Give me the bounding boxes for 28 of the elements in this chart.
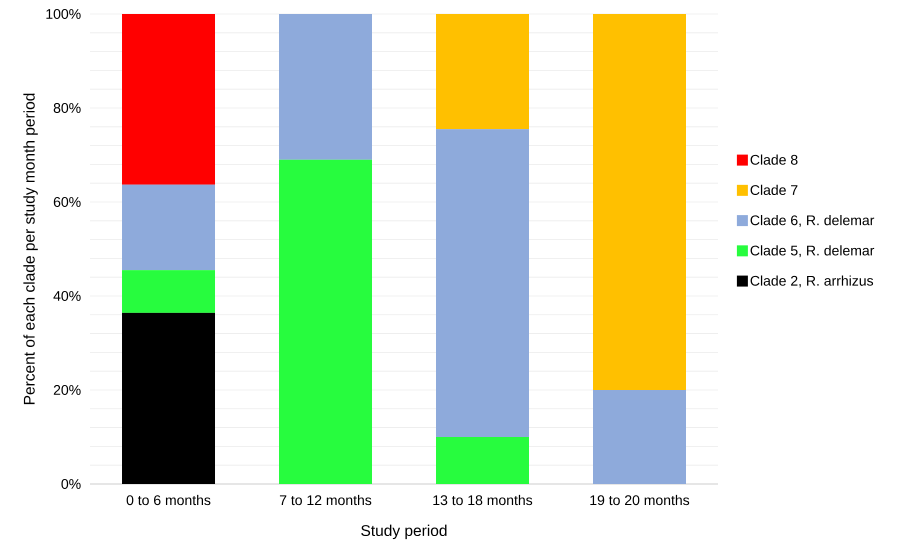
y-tick-label: 100% [46,9,81,19]
bar [122,312,216,484]
bar [279,14,372,160]
bar [122,184,216,270]
bar [279,160,372,484]
x-tick-label: 19 to 20 months [590,494,690,506]
y-axis-title: Percent of each clade per study month period [23,94,38,404]
bar [436,14,529,130]
bar [593,14,686,390]
x-tick-label: 7 to 12 months [280,494,372,506]
y-tick-label: 0% [61,479,81,489]
y-tick-label: 40% [53,291,81,301]
legend-label: Clade 5, R. delemar [750,245,874,258]
bar [436,129,529,437]
legend-label: Clade 6, R. delemar [750,214,874,227]
bar [436,436,529,484]
bar [122,270,216,313]
legend-label: Clade 8 [750,154,798,165]
x-tick-label: 0 to 6 months [126,494,210,506]
bar [593,390,686,484]
y-tick-label: 60% [54,197,81,207]
legend-label: Clade 7 [750,184,798,196]
x-tick-label: 13 to 18 months [433,494,532,506]
x-axis-title: Study period [361,524,446,540]
bar [122,14,216,185]
y-tick-label: 20% [54,385,81,395]
legend-label: Clade 2, R. arrhizus [750,275,874,288]
y-tick-label: 80% [54,103,81,113]
